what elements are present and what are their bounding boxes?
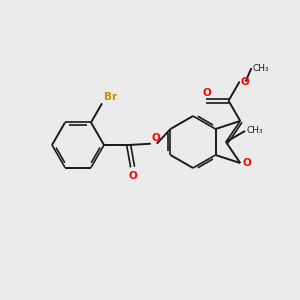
Text: O: O bbox=[152, 133, 161, 143]
Text: O: O bbox=[128, 171, 137, 181]
Text: CH₃: CH₃ bbox=[252, 64, 269, 73]
Text: O: O bbox=[241, 76, 249, 87]
Text: O: O bbox=[202, 88, 211, 98]
Text: O: O bbox=[242, 158, 251, 168]
Text: Br: Br bbox=[104, 92, 117, 102]
Text: CH₃: CH₃ bbox=[246, 126, 263, 135]
